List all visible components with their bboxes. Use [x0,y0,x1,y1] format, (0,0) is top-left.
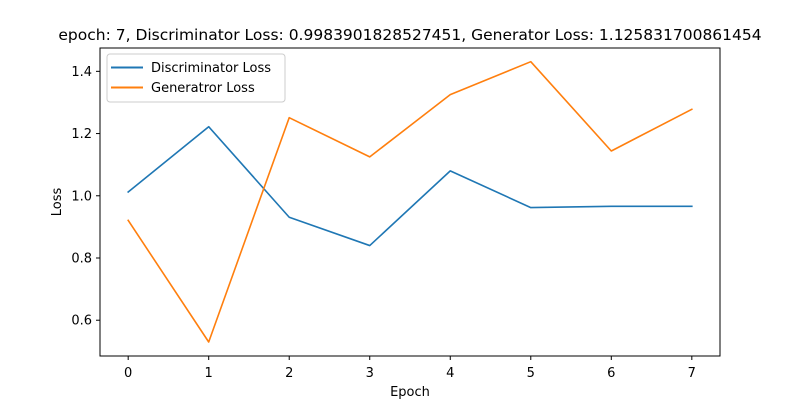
y-axis-ticks: 0.6 0.8 1.0 1.2 1.4 [71,65,100,329]
y-tick-label: 0.8 [71,252,92,267]
x-tick-label: 7 [688,366,696,381]
x-tick-label: 2 [285,366,293,381]
legend-box [106,53,286,103]
series-layer [127,60,693,343]
series-line-discriminator [127,125,693,247]
y-tick-label: 0.6 [71,314,92,329]
y-tick-label: 1.0 [71,189,92,204]
legend-label-generator: Generatror Loss [151,81,255,96]
x-tick-label: 3 [366,366,374,381]
y-axis-label: Loss [50,188,65,217]
x-axis-label: Epoch [390,385,430,400]
y-tick-label: 1.2 [71,127,92,142]
legend: Discriminator Loss Generatror Loss [106,53,286,103]
y-tick-label: 1.4 [71,65,92,80]
plot-area-frame [99,47,721,357]
series-line-generator [127,60,693,343]
x-tick-label: 0 [124,366,132,381]
x-axis-ticks: 0 1 2 3 4 5 6 7 [124,356,696,381]
x-tick-label: 4 [446,366,454,381]
x-tick-label: 6 [607,366,615,381]
x-tick-label: 1 [205,366,213,381]
legend-label-discriminator: Discriminator Loss [151,61,271,76]
chart-title: epoch: 7, Discriminator Loss: 0.99839018… [58,26,761,44]
x-tick-label: 5 [527,366,535,381]
